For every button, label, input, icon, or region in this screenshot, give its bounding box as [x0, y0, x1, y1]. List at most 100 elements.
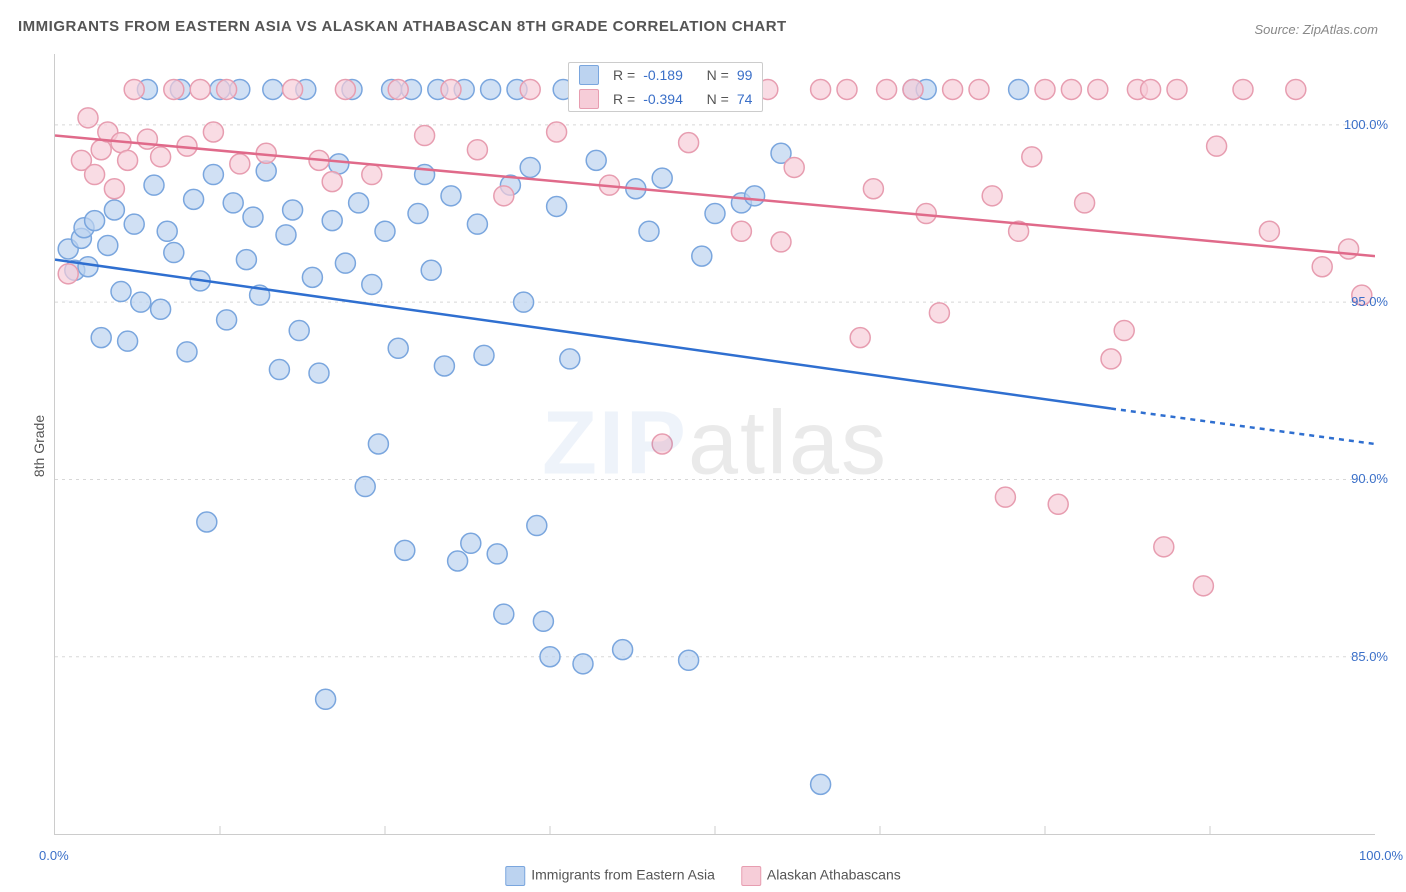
- x-tick-label: 100.0%: [1359, 848, 1403, 863]
- data-point: [190, 79, 210, 99]
- data-point: [118, 331, 138, 351]
- data-point: [58, 264, 78, 284]
- data-point: [118, 150, 138, 170]
- legend-row: R = -0.394 N = 74: [569, 87, 762, 111]
- data-point: [283, 79, 303, 99]
- data-point: [467, 214, 487, 234]
- legend-item: Immigrants from Eastern Asia: [505, 866, 715, 886]
- data-point: [236, 250, 256, 270]
- data-point: [78, 257, 98, 277]
- data-point: [177, 342, 197, 362]
- plot-area: ZIPatlas: [54, 54, 1375, 835]
- data-point: [316, 689, 336, 709]
- data-point: [705, 204, 725, 224]
- data-point: [151, 299, 171, 319]
- data-point: [230, 154, 250, 174]
- data-point: [837, 79, 857, 99]
- data-point: [144, 175, 164, 195]
- data-point: [289, 321, 309, 341]
- data-point: [98, 235, 118, 255]
- data-point: [349, 193, 369, 213]
- data-point: [309, 363, 329, 383]
- y-tick-label: 85.0%: [1351, 649, 1388, 664]
- data-point: [335, 253, 355, 273]
- data-point: [547, 196, 567, 216]
- data-point: [1101, 349, 1121, 369]
- data-point: [441, 186, 461, 206]
- data-point: [441, 79, 461, 99]
- data-point: [1154, 537, 1174, 557]
- data-point: [494, 186, 514, 206]
- data-point: [560, 349, 580, 369]
- data-point: [639, 221, 659, 241]
- data-point: [137, 129, 157, 149]
- data-point: [355, 477, 375, 497]
- data-point: [223, 193, 243, 213]
- data-point: [85, 165, 105, 185]
- data-point: [679, 650, 699, 670]
- data-point: [85, 211, 105, 231]
- data-point: [1048, 494, 1068, 514]
- data-point: [269, 360, 289, 380]
- data-point: [1061, 79, 1081, 99]
- data-point: [302, 267, 322, 287]
- data-point: [969, 79, 989, 99]
- chart-svg: [55, 54, 1375, 834]
- trend-line: [55, 136, 1375, 257]
- data-point: [784, 157, 804, 177]
- data-point: [903, 79, 923, 99]
- data-point: [104, 200, 124, 220]
- data-point: [111, 282, 131, 302]
- data-point: [1259, 221, 1279, 241]
- data-point: [124, 79, 144, 99]
- data-point: [1339, 239, 1359, 259]
- data-point: [448, 551, 468, 571]
- data-point: [467, 140, 487, 160]
- data-point: [164, 243, 184, 263]
- data-point: [771, 232, 791, 252]
- data-point: [1207, 136, 1227, 156]
- y-axis-label: 8th Grade: [31, 415, 47, 477]
- data-point: [1286, 79, 1306, 99]
- data-point: [395, 540, 415, 560]
- trend-line: [55, 260, 1111, 409]
- data-point: [124, 214, 144, 234]
- data-point: [811, 774, 831, 794]
- data-point: [276, 225, 296, 245]
- data-point: [863, 179, 883, 199]
- chart-title: IMMIGRANTS FROM EASTERN ASIA VS ALASKAN …: [18, 18, 787, 35]
- data-point: [533, 611, 553, 631]
- data-point: [540, 647, 560, 667]
- data-point: [731, 221, 751, 241]
- data-point: [434, 356, 454, 376]
- data-point: [415, 126, 435, 146]
- legend-item: Alaskan Athabascans: [741, 866, 901, 886]
- data-point: [1233, 79, 1253, 99]
- data-point: [494, 604, 514, 624]
- data-point: [335, 79, 355, 99]
- data-point: [104, 179, 124, 199]
- data-point: [197, 512, 217, 532]
- data-point: [1141, 79, 1161, 99]
- data-point: [745, 186, 765, 206]
- data-point: [520, 79, 540, 99]
- data-point: [692, 246, 712, 266]
- data-point: [652, 168, 672, 188]
- data-point: [91, 328, 111, 348]
- data-point: [929, 303, 949, 323]
- data-point: [877, 79, 897, 99]
- legend-swatch: [741, 866, 761, 886]
- data-point: [1022, 147, 1042, 167]
- trend-line-ext: [1111, 409, 1375, 444]
- data-point: [514, 292, 534, 312]
- data-point: [487, 544, 507, 564]
- data-point: [388, 338, 408, 358]
- data-point: [151, 147, 171, 167]
- data-point: [995, 487, 1015, 507]
- data-point: [263, 79, 283, 99]
- data-point: [184, 189, 204, 209]
- data-point: [157, 221, 177, 241]
- data-point: [481, 79, 501, 99]
- data-point: [1009, 79, 1029, 99]
- data-point: [322, 211, 342, 231]
